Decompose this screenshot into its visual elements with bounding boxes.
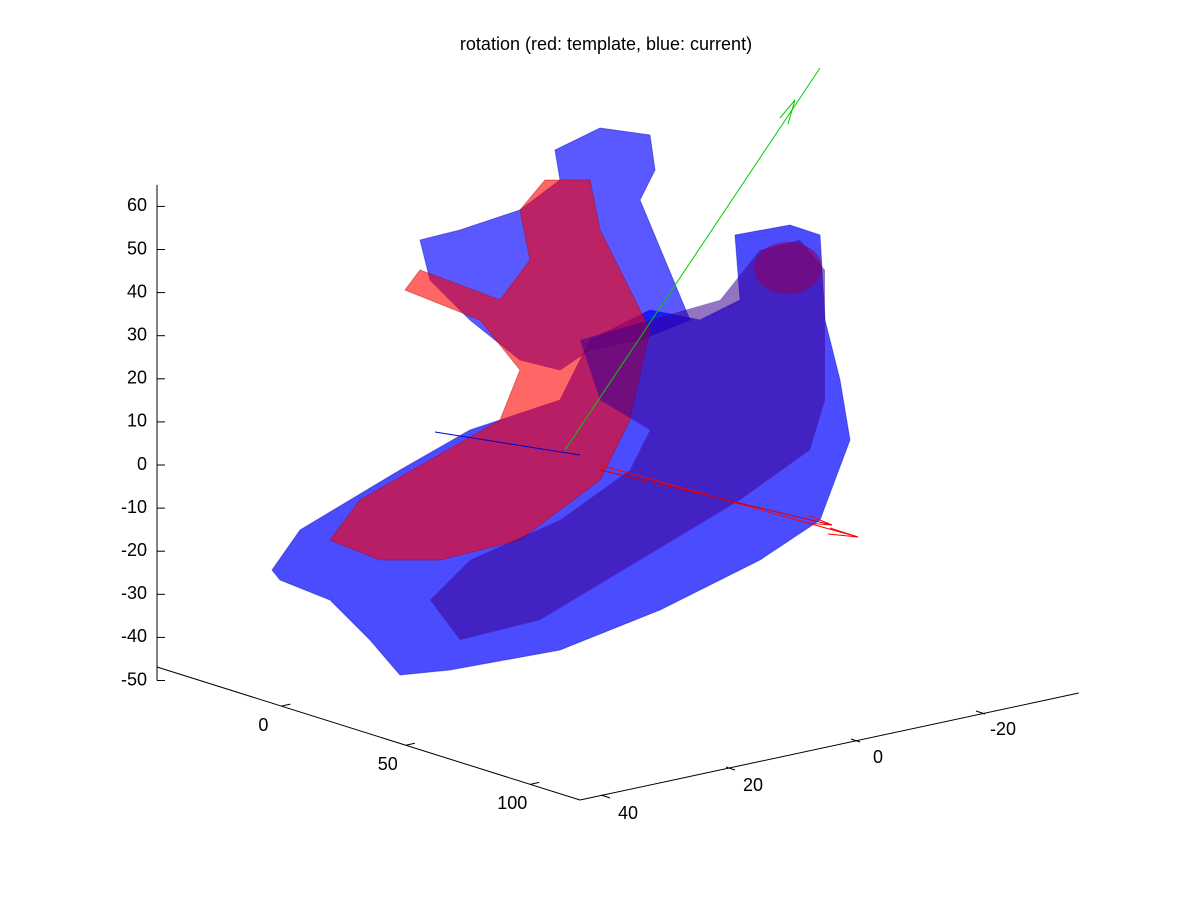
z-tick-label: 20 [127, 368, 147, 388]
surfaces [271, 127, 851, 676]
y-tick-label: 0 [873, 747, 883, 767]
x-tick [405, 742, 415, 746]
y-tick [725, 766, 736, 771]
y-tick-label: 20 [743, 775, 763, 795]
y-tick-label: -20 [990, 719, 1016, 739]
green-axis [564, 67, 821, 451]
red-axis-current [599, 469, 833, 526]
y-axis [579, 692, 1079, 801]
y-tick [975, 710, 986, 715]
z-tick-label: -30 [121, 583, 147, 603]
x-tick-label: 0 [258, 715, 268, 735]
blue-axis [434, 431, 581, 456]
z-tick-label: -20 [121, 540, 147, 560]
y-tick [850, 738, 861, 743]
y-tick-label: 40 [618, 803, 638, 823]
red-arrowheads [805, 515, 859, 538]
template-surface [329, 179, 651, 561]
z-tick-label: 30 [127, 324, 147, 344]
z-tick-label: 40 [127, 281, 147, 301]
overlap-surface [430, 240, 825, 640]
z-tick-label: -40 [121, 626, 147, 646]
rotation-axes [434, 67, 859, 538]
z-tick-label: 50 [127, 238, 147, 258]
chart-title: rotation (red: template, blue: current) [460, 34, 752, 54]
z-tick-label: -50 [121, 669, 147, 689]
z-tick-label: 0 [137, 454, 147, 474]
x-axis [156, 666, 581, 801]
x-tick-label: 100 [497, 793, 527, 813]
z-tick-label: 60 [127, 195, 147, 215]
y-tick [600, 794, 611, 799]
x-tick [281, 703, 291, 707]
x-tick [530, 781, 540, 785]
z-tick-label: 10 [127, 411, 147, 431]
x-tick-label: 50 [378, 754, 398, 774]
condyle [754, 242, 822, 294]
z-tick-label: -10 [121, 497, 147, 517]
green-arrowhead [779, 99, 796, 125]
axes: -50 -40 -30 -20 -10 0 10 20 30 40 50 60 0 50 100 -20 0 20… [121, 184, 1079, 823]
